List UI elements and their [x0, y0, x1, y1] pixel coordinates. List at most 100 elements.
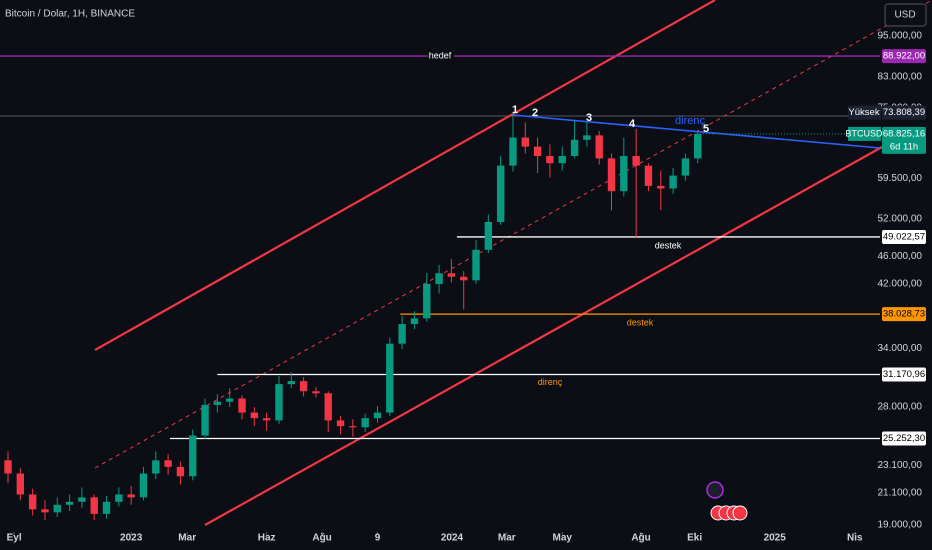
candle-body	[558, 155, 566, 164]
y-tick-label: 42.000,00	[878, 279, 923, 290]
candle-body	[484, 221, 493, 250]
candle-body	[570, 139, 579, 156]
candle-body	[460, 276, 468, 281]
candle-body	[583, 135, 591, 140]
y-tick-label: 95.000,00	[878, 31, 923, 42]
y-tick-label: 19.000,00	[878, 520, 923, 531]
resistance-line	[512, 114, 881, 149]
countdown: 6d 11h	[890, 141, 918, 152]
level-text: destek	[655, 240, 682, 250]
candle-body	[90, 497, 98, 514]
x-tick-label: 2024	[441, 533, 464, 544]
price-axis	[880, 0, 932, 550]
candle-body	[546, 155, 554, 164]
y-tick-label: 34.000,00	[878, 343, 923, 354]
level-price-box	[882, 307, 926, 322]
x-tick-label: Eyl	[7, 533, 22, 544]
symbol-box	[848, 126, 881, 141]
candle-body	[16, 473, 25, 495]
candle-body	[669, 175, 677, 189]
flag-icon	[732, 505, 748, 521]
x-tick-label: Ağu	[312, 533, 331, 544]
level-price-label: 88.922,00	[883, 51, 925, 62]
candle-body	[509, 137, 517, 166]
y-tick-label: 28.000,00	[878, 402, 923, 413]
level-text: direnç	[538, 377, 563, 387]
candle-body	[139, 473, 148, 498]
candle-body	[238, 398, 246, 413]
candle-body	[410, 318, 419, 325]
candle-body	[336, 420, 345, 427]
candle-body	[632, 155, 640, 166]
level-price-label: 38.028,73	[883, 309, 925, 320]
x-tick-label: 9	[375, 533, 381, 544]
icons	[706, 481, 748, 521]
y-tick-label: 83.000,00	[878, 72, 923, 83]
level-price-label: 25.252,30	[883, 433, 925, 444]
level-text: destek	[627, 317, 654, 327]
candle-body	[28, 494, 37, 510]
high-name-box	[848, 105, 881, 120]
y-tick-label: 23.100,00	[878, 460, 923, 471]
candle-body	[607, 158, 616, 192]
level-price-box	[882, 367, 926, 382]
x-tick-label: 2025	[764, 533, 787, 544]
x-tick-label: Eki	[687, 533, 702, 544]
wave-label: 2	[532, 107, 538, 119]
candle-body	[496, 165, 505, 222]
symbol: BTCUSD	[845, 128, 883, 138]
channel	[94, 0, 932, 526]
candle-body	[657, 185, 665, 189]
candle-body	[312, 391, 320, 394]
candle-body	[41, 509, 49, 513]
level-text: hedef	[429, 50, 452, 60]
wave-label: 4	[629, 118, 636, 130]
resistance-label: direnç	[675, 115, 705, 127]
candle-body	[189, 435, 197, 477]
wave-label: 5	[703, 123, 709, 135]
candle-body	[521, 137, 529, 147]
channel-upper	[94, 0, 716, 351]
candle-body	[694, 133, 702, 159]
currency[interactable]: USD	[894, 10, 915, 21]
candle-body	[681, 158, 690, 176]
candle-body	[275, 384, 283, 421]
candle-body	[423, 283, 431, 319]
x-tick-label: Haz	[258, 533, 276, 544]
last-price: 68.825,16	[883, 128, 925, 139]
candle-body	[53, 504, 61, 513]
candle-body	[361, 418, 369, 428]
y-tick-label: 52.000,00	[878, 214, 923, 225]
x-tick-label: 2023	[120, 533, 143, 544]
candle-body	[176, 466, 185, 477]
wave-label: 3	[586, 112, 592, 124]
high-price-box	[882, 105, 926, 120]
x-tick-label: Mar	[178, 533, 196, 544]
currency-button[interactable]	[884, 3, 927, 27]
candle-body	[533, 146, 542, 156]
candle-body	[349, 426, 357, 428]
last-price-box	[882, 126, 926, 154]
channel-lower	[204, 146, 883, 526]
candle-body	[644, 165, 653, 186]
candle-body	[152, 460, 160, 474]
candle-body	[447, 273, 456, 277]
candle-body	[65, 501, 74, 505]
wave-label: 1	[512, 104, 518, 116]
candle-body	[102, 501, 111, 514]
y-tick-label: 46.000,00	[878, 251, 923, 262]
high-price: 73.808,39	[883, 107, 925, 118]
candle-body	[435, 273, 443, 284]
level-price-box	[882, 431, 926, 446]
level-price-box	[882, 49, 926, 64]
high-name: Yüksek	[848, 107, 879, 118]
candle-body	[299, 381, 308, 392]
x-tick-label: May	[553, 533, 573, 544]
candle-body	[386, 343, 394, 413]
candle-body	[78, 497, 86, 502]
level-price-box	[882, 229, 926, 244]
candle-body	[287, 381, 295, 385]
candle-body	[115, 494, 123, 502]
